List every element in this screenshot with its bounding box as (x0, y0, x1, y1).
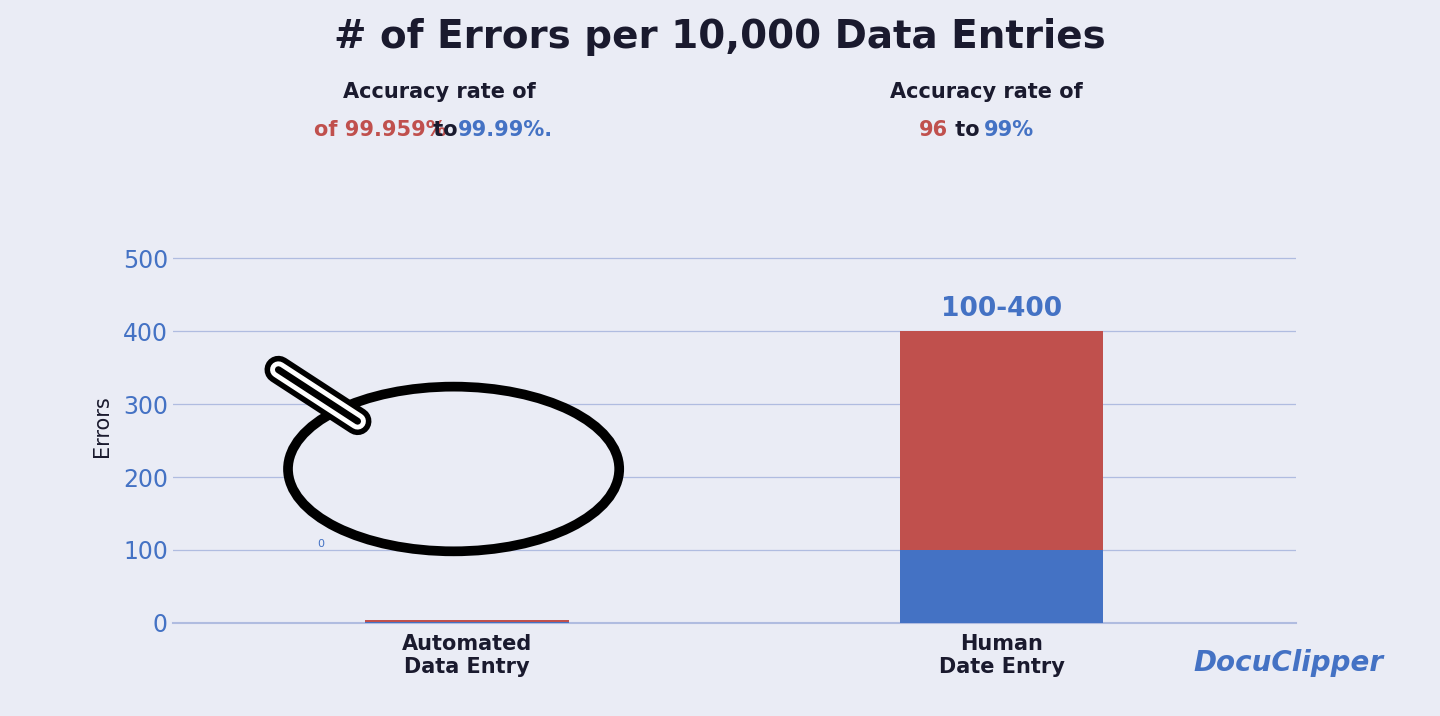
Y-axis label: Errors: Errors (92, 395, 111, 457)
Text: 1-: 1- (510, 440, 537, 464)
Bar (366, 620, 569, 622)
Text: Accuracy rate of: Accuracy rate of (343, 82, 536, 102)
Text: 96: 96 (919, 120, 948, 140)
Bar (410, 516, 497, 543)
Bar (900, 550, 1103, 623)
Text: to: to (948, 120, 986, 140)
Text: 100-400: 100-400 (942, 296, 1063, 322)
Text: # of Errors per 10,000 Data Entries: # of Errors per 10,000 Data Entries (334, 18, 1106, 56)
Bar (366, 622, 569, 623)
Text: Accuracy rate of: Accuracy rate of (890, 82, 1083, 102)
Text: 99%: 99% (984, 120, 1034, 140)
Text: 4.1: 4.1 (550, 440, 595, 464)
Bar (900, 332, 1103, 550)
Bar (410, 432, 497, 516)
Text: of 99.959%: of 99.959% (314, 120, 446, 140)
Text: 99.99%.: 99.99%. (458, 120, 553, 140)
Text: to: to (426, 120, 465, 140)
Text: DocuClipper: DocuClipper (1194, 649, 1384, 677)
